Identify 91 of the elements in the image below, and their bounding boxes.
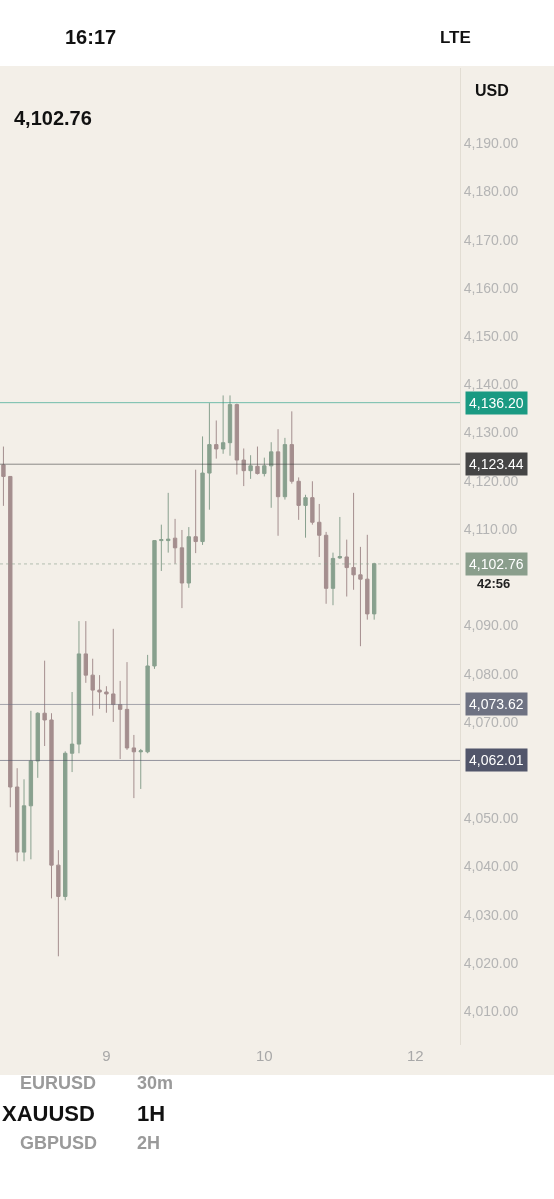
candlestick bbox=[241, 447, 246, 487]
candlestick bbox=[145, 654, 150, 754]
candlestick bbox=[56, 849, 61, 957]
text: 42:56 bbox=[477, 576, 511, 591]
candlestick bbox=[179, 529, 185, 609]
candlestick bbox=[234, 403, 240, 476]
candlestick bbox=[269, 441, 274, 509]
candlestick bbox=[131, 734, 137, 799]
candlestick bbox=[152, 540, 157, 670]
candlestick bbox=[207, 402, 212, 511]
annotation: 4,102.76 bbox=[14, 107, 92, 129]
candlestick bbox=[186, 526, 191, 589]
y-tick-label: 4,160.00 bbox=[463, 279, 519, 296]
text: 16:17 bbox=[65, 26, 117, 48]
candlestick bbox=[372, 562, 377, 621]
candlestick bbox=[21, 778, 27, 862]
candlestick bbox=[275, 428, 281, 537]
candlestick bbox=[337, 516, 343, 560]
candlestick bbox=[63, 750, 68, 901]
y-tick-label: 4,130.00 bbox=[463, 424, 519, 441]
candlestick bbox=[42, 660, 47, 747]
y-tick-label: 4,050.00 bbox=[463, 810, 519, 827]
y-tick-label: 4,030.00 bbox=[463, 906, 519, 923]
y-tick-label: 4,080.00 bbox=[463, 665, 519, 682]
candlestick bbox=[214, 420, 219, 460]
y-tick-label: 4,070.00 bbox=[463, 713, 519, 730]
y-tick-label: 4,010.00 bbox=[463, 1003, 519, 1020]
candlestick bbox=[35, 711, 40, 779]
candlestick bbox=[138, 748, 143, 790]
candlestick bbox=[97, 674, 102, 710]
candlestick bbox=[344, 539, 349, 598]
text: 1H bbox=[137, 1101, 166, 1126]
candlestick bbox=[255, 446, 260, 476]
y-tick-label: 4,190.00 bbox=[463, 135, 519, 152]
y-tick-label: 4,090.00 bbox=[463, 617, 519, 634]
candlestick bbox=[111, 628, 116, 723]
candlestick bbox=[310, 480, 315, 526]
text: USD bbox=[475, 82, 509, 99]
candlestick bbox=[159, 524, 164, 572]
candlestick bbox=[83, 620, 88, 684]
y-tick-label: 4,140.00 bbox=[463, 376, 519, 393]
text: 30m bbox=[137, 1073, 174, 1093]
x-tick-label: 10 bbox=[255, 1047, 273, 1064]
candlestick bbox=[358, 546, 363, 647]
candlestick bbox=[330, 552, 336, 606]
text: GBPUSD bbox=[20, 1133, 98, 1153]
candlestick bbox=[351, 492, 356, 591]
ref-line-label: 4,136.20 bbox=[469, 395, 524, 411]
y-tick-label: 4,120.00 bbox=[463, 472, 519, 489]
candlestick bbox=[14, 767, 20, 862]
candlestick bbox=[8, 475, 13, 808]
text: 2H bbox=[137, 1133, 161, 1153]
candlestick bbox=[49, 712, 54, 899]
candlestick bbox=[124, 661, 130, 751]
candlestick bbox=[296, 476, 301, 521]
y-tick-label: 4,110.00 bbox=[463, 520, 518, 537]
candlestick bbox=[323, 531, 329, 605]
candlestick bbox=[90, 658, 95, 717]
text: XAUUSD bbox=[2, 1101, 95, 1126]
candlestick bbox=[166, 492, 171, 554]
ref-line-label: 4,073.62 bbox=[469, 696, 524, 712]
ref-line-label: 4,102.76 bbox=[469, 556, 524, 572]
candlestick bbox=[104, 685, 109, 714]
candlestick bbox=[227, 394, 233, 457]
candlestick bbox=[303, 494, 308, 539]
x-tick-label: 9 bbox=[102, 1047, 111, 1064]
candlestick bbox=[262, 457, 267, 477]
candlestick bbox=[69, 691, 75, 773]
x-tick-label: 12 bbox=[407, 1047, 424, 1064]
candlestick bbox=[1, 446, 6, 507]
y-tick-label: 4,020.00 bbox=[463, 954, 519, 971]
candlestick bbox=[365, 534, 370, 621]
y-tick-label: 4,170.00 bbox=[463, 231, 519, 248]
ref-line-label: 4,123.44 bbox=[469, 456, 524, 472]
candlestick bbox=[193, 469, 198, 554]
candlestick bbox=[248, 454, 253, 480]
candlestick bbox=[220, 394, 226, 455]
candlestick bbox=[200, 435, 205, 546]
y-tick-label: 4,180.00 bbox=[463, 183, 519, 200]
candlestick bbox=[28, 710, 34, 860]
candlestick bbox=[172, 518, 178, 565]
text: LTE bbox=[440, 28, 471, 47]
y-tick-label: 4,150.00 bbox=[463, 328, 519, 345]
candlestick bbox=[282, 437, 288, 501]
y-tick-label: 4,040.00 bbox=[463, 858, 519, 875]
candlestick bbox=[289, 410, 294, 485]
candlestick bbox=[117, 680, 123, 760]
ref-line-label: 4,062.01 bbox=[469, 752, 524, 768]
candlestick bbox=[317, 503, 322, 558]
text: EURUSD bbox=[20, 1073, 97, 1093]
candlestick bbox=[76, 620, 82, 754]
